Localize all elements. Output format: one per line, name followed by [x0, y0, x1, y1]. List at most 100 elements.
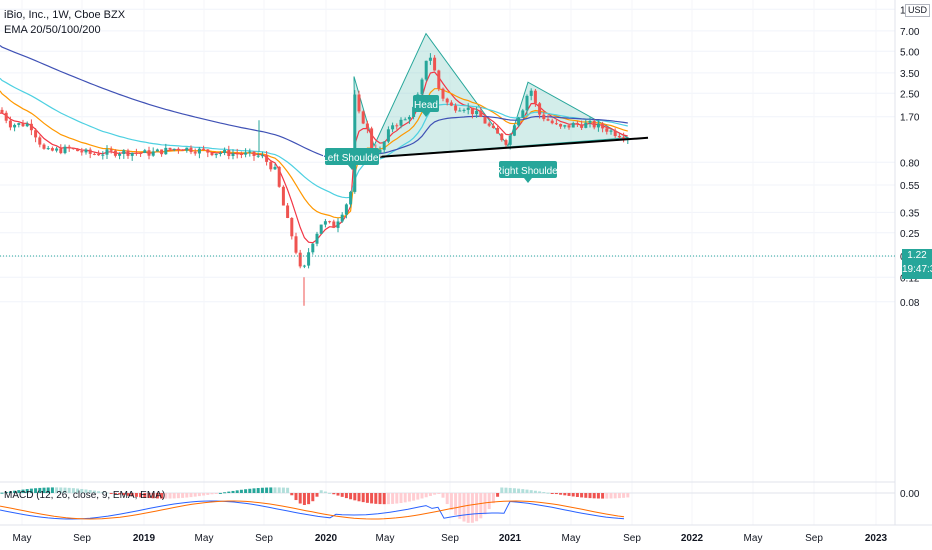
candle-body: [441, 88, 445, 99]
macd-histogram-bar: [340, 493, 344, 497]
macd-histogram-bar: [445, 493, 449, 505]
macd-histogram-bar: [462, 493, 466, 522]
candle-body: [395, 125, 399, 127]
candle-body: [286, 205, 290, 218]
macd-histogram-bar: [504, 487, 508, 493]
macd-histogram-bar: [97, 491, 101, 493]
time-axis[interactable]: May Sep 2019 May Sep 2020 May Sep 2021 May Sep 2022…: [13, 533, 888, 544]
macd-legend[interactable]: MACD (12, 26, close, 9, EMA, EMA): [4, 490, 166, 501]
macd-histogram-bar: [206, 493, 210, 495]
ema-50-line: [0, 88, 628, 219]
pattern-label-pointer: [524, 178, 532, 183]
candle-body: [546, 119, 550, 121]
candle-body: [525, 95, 529, 111]
candle-body: [609, 130, 613, 132]
macd-histogram-bar: [449, 493, 453, 510]
macd-histogram-bar: [349, 493, 353, 500]
candle-body: [517, 117, 521, 126]
candle-body: [113, 150, 117, 156]
candle-body: [130, 152, 134, 156]
macd-histogram-bar: [454, 493, 458, 515]
candle-body: [46, 148, 50, 150]
candle-body: [475, 110, 479, 115]
candle-body: [386, 129, 390, 142]
candle-body: [508, 135, 512, 145]
macd-histogram-bar: [118, 493, 122, 495]
macd-histogram-bar: [189, 493, 193, 498]
candle-body: [59, 148, 63, 154]
macd-histogram-bar: [63, 487, 67, 493]
candle-body: [559, 124, 563, 127]
candle-body: [214, 153, 218, 156]
candle-body: [622, 137, 626, 140]
macd-histogram-bar: [113, 493, 117, 494]
candle-body: [340, 214, 344, 222]
grid: [0, 8, 895, 303]
candle-body: [567, 125, 571, 128]
candle-body: [580, 124, 584, 128]
candle-body: [554, 123, 558, 125]
macd-histogram-bar: [46, 487, 50, 493]
macd-histogram-bar: [252, 488, 256, 493]
candle-body: [269, 161, 273, 170]
candles: [0, 53, 630, 306]
macd-histogram-bar: [17, 490, 21, 493]
currency-badge[interactable]: USD: [905, 4, 931, 17]
candle-body: [504, 140, 508, 145]
macd-histogram-bar: [92, 490, 96, 493]
ema-legend[interactable]: EMA 20/50/100/200: [4, 24, 101, 36]
candle-body: [84, 149, 88, 153]
macd-histogram-bar: [197, 493, 201, 497]
candle-body: [218, 153, 222, 154]
ema-200-line: [0, 45, 628, 166]
candle-body: [382, 141, 386, 150]
candle-body: [521, 110, 525, 118]
macd-histogram-bar: [277, 487, 281, 493]
candle-body: [449, 102, 453, 106]
candle-body: [563, 125, 567, 127]
macd-histogram-bar: [122, 493, 126, 496]
candle-body: [315, 233, 319, 244]
macd-histogram-bar: [382, 493, 386, 505]
macd-histogram-bar: [185, 493, 189, 498]
macd-histogram-bar: [496, 493, 500, 497]
macd-histogram-bar: [319, 490, 323, 493]
pattern-label: Right Shoulder: [495, 166, 562, 177]
macd-histogram-bar: [559, 493, 563, 495]
macd-histogram-bar: [588, 493, 592, 499]
candle-body: [592, 120, 596, 128]
macd-histogram-bar: [315, 493, 319, 497]
price-tick: 2.50: [900, 89, 920, 100]
candle-body: [197, 148, 201, 154]
macd-histogram-bar: [311, 493, 315, 502]
candle-body: [571, 123, 575, 128]
macd-histogram-bar: [218, 492, 222, 494]
candle-body: [134, 152, 138, 154]
candle-body: [4, 112, 8, 121]
candle-body: [365, 123, 369, 129]
candle-body: [336, 221, 340, 228]
macd-histogram-bar: [332, 493, 336, 495]
macd-histogram-bar: [378, 493, 382, 505]
price-tick: 0.35: [900, 208, 920, 219]
macd-histogram-bar: [500, 487, 504, 493]
macd-histogram-bar: [626, 493, 630, 498]
macd-histogram-bar: [260, 487, 264, 493]
pattern-label-pointer: [422, 112, 430, 117]
candle-body: [428, 57, 432, 61]
macd-histogram-bar: [370, 493, 374, 504]
time-tick: May: [744, 533, 763, 544]
candle-body: [307, 252, 311, 266]
neckline: [354, 136, 649, 160]
macd-histogram-bar: [42, 487, 46, 493]
candle-body: [584, 122, 588, 128]
candle-body: [298, 252, 302, 267]
macd-histogram-bar: [374, 493, 378, 504]
candle-body: [613, 130, 617, 136]
macd-histogram-bar: [580, 493, 584, 498]
candle-body: [281, 186, 285, 206]
candle-body: [239, 154, 243, 155]
symbol-title[interactable]: iBio, Inc., 1W, Cboe BZX: [4, 9, 126, 21]
candle-body: [76, 148, 80, 152]
